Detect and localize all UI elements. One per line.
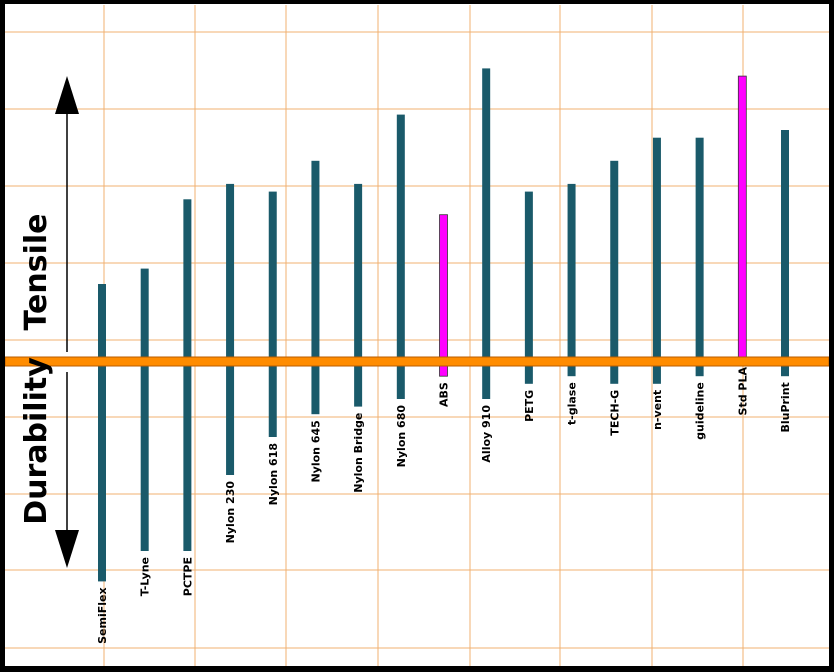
tensile-bar [268, 191, 277, 361]
tensile-bar [98, 284, 106, 361]
bar-label: Std PLA [736, 367, 749, 416]
durability-bar [610, 361, 619, 384]
tensile-bar [226, 183, 235, 361]
bar-label: Nylon 680 [395, 405, 408, 468]
bar-label: BluPrint [779, 382, 792, 432]
durability-bar [183, 361, 192, 551]
bar-label: guideline [694, 382, 707, 440]
bar-label: t-glase [566, 382, 579, 425]
durability-bar [524, 361, 533, 384]
bar-label: T-Lyne [139, 557, 152, 596]
bar-label: ABS [438, 382, 451, 407]
durability-bar [396, 361, 405, 399]
durability-bar [140, 361, 149, 551]
tensile-bar [311, 160, 320, 361]
bar-label: TECH-G [608, 390, 621, 436]
durability-bar [695, 361, 704, 377]
durability-bar [652, 361, 661, 384]
bar-labels: SemiFlex T-Lyne PCTPE Nylon 230 Nylon 618 Nyl… [96, 367, 792, 644]
bars [98, 68, 789, 582]
tensile-bar [652, 137, 661, 361]
tensile-bar [482, 68, 491, 362]
bar-label: PETG [523, 390, 536, 422]
tensile-axis-title: Tensile [19, 214, 54, 331]
durability-axis-title: Durability [19, 357, 54, 525]
tensile-bar [183, 199, 192, 361]
bar-label: SemiFlex [96, 587, 109, 643]
durability-bar [781, 361, 789, 377]
tensile-bar [567, 183, 576, 361]
tensile-bar [610, 160, 619, 361]
durability-bar [311, 361, 320, 415]
durability-bar [567, 361, 576, 377]
tensile-bar [781, 130, 789, 361]
tensile-bar [524, 191, 533, 361]
bar-label: n-vent [651, 390, 664, 430]
plot-background [5, 4, 829, 666]
tensile-bar [695, 137, 704, 361]
durability-bar [354, 361, 363, 407]
bar-label: PCTPE [181, 557, 194, 596]
bar-label: Nylon Bridge [352, 413, 365, 493]
bar-label: Nylon 230 [224, 481, 237, 544]
tensile-arrow-icon [55, 76, 79, 352]
tensile-bar [737, 75, 747, 362]
durability-bar [226, 361, 235, 475]
bar-label: Nylon 645 [309, 420, 322, 482]
tensile-bar [140, 268, 149, 361]
durability-arrow-icon [55, 372, 79, 568]
baseline-divider [4, 356, 830, 367]
tensile-bar [439, 214, 448, 362]
durability-bar [268, 361, 277, 437]
tensile-bar [396, 114, 405, 361]
grid [5, 5, 829, 666]
durability-bar [482, 361, 491, 399]
durability-bar [98, 361, 106, 582]
bar-label: Alloy 910 [480, 405, 493, 463]
tensile-bar [354, 183, 363, 361]
bar-label: Nylon 618 [267, 443, 280, 505]
